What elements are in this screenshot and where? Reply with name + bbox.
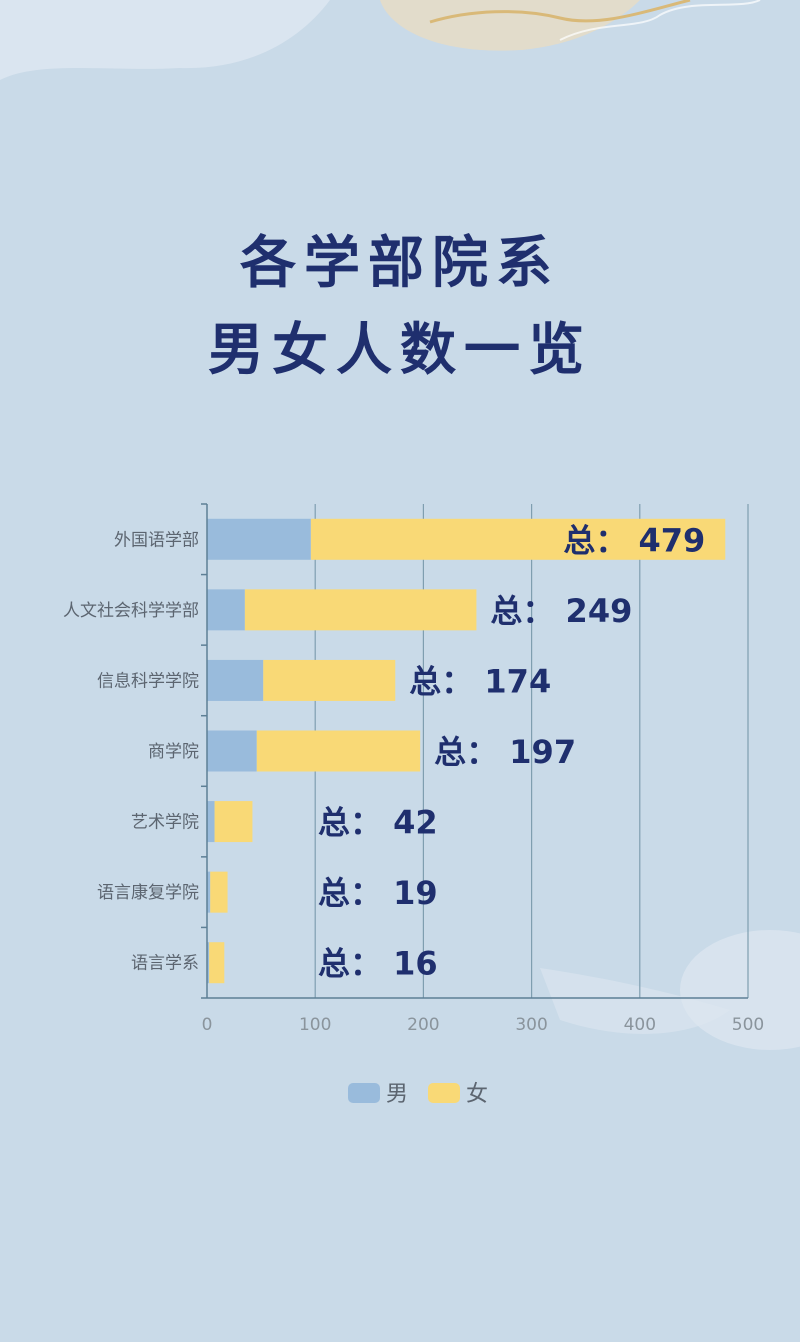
bar-女 xyxy=(256,730,421,772)
labels: 0 100 200 300 400 500 外国语学部 总： 479 人文社会科学学部 总： 24… xyxy=(63,521,764,1035)
category-label: 外国语学部 xyxy=(114,530,199,550)
bar-女 xyxy=(244,589,477,631)
category-label: 语言学系 xyxy=(131,954,199,974)
bar-男 xyxy=(207,659,264,701)
x-tick-label: 300 xyxy=(515,1015,547,1035)
page-title-line-2: 男女人数一览 xyxy=(208,317,592,383)
legend-label-男: 男 xyxy=(386,1082,408,1107)
bar-男 xyxy=(207,589,245,631)
legend-swatch-女 xyxy=(428,1083,460,1103)
x-tick-label: 200 xyxy=(407,1015,439,1035)
category-label: 商学院 xyxy=(148,742,199,762)
x-tick-label: 400 xyxy=(624,1015,656,1035)
total-label: 总： 249 xyxy=(490,592,632,630)
total-label: 总： 19 xyxy=(318,874,438,912)
bar-男 xyxy=(207,871,211,913)
total-label: 总： 197 xyxy=(434,733,576,771)
bar-男 xyxy=(207,942,210,984)
legend: 男女 xyxy=(348,1082,488,1107)
category-label: 艺术学院 xyxy=(131,813,199,833)
total-label: 总： 42 xyxy=(318,804,438,842)
bar-男 xyxy=(207,801,215,843)
bar-女 xyxy=(214,801,253,843)
bar-女 xyxy=(210,871,228,913)
axes xyxy=(201,503,748,999)
x-tick-label: 500 xyxy=(732,1015,764,1035)
page-title-line-1: 各学部院系 xyxy=(240,230,560,296)
total-label: 总： 174 xyxy=(409,662,551,700)
total-label: 总： 16 xyxy=(318,945,438,983)
bar-女 xyxy=(263,659,396,701)
x-tick-label: 0 xyxy=(202,1015,213,1035)
bar-男 xyxy=(207,730,257,772)
category-label: 人文社会科学学部 xyxy=(63,601,199,621)
stacked-bar-chart: 0 100 200 300 400 500 外国语学部 总： 479 人文社会科学学部 总： 24… xyxy=(63,503,764,1107)
total-label: 总： 479 xyxy=(563,521,705,559)
bar-女 xyxy=(209,942,225,984)
bar-男 xyxy=(207,518,311,560)
category-label: 信息科学学院 xyxy=(97,671,199,691)
bar-女 xyxy=(310,518,726,560)
category-label: 语言康复学院 xyxy=(97,883,199,903)
x-tick-label: 100 xyxy=(299,1015,331,1035)
bars xyxy=(207,518,726,984)
legend-label-女: 女 xyxy=(466,1082,488,1107)
legend-swatch-男 xyxy=(348,1083,380,1103)
